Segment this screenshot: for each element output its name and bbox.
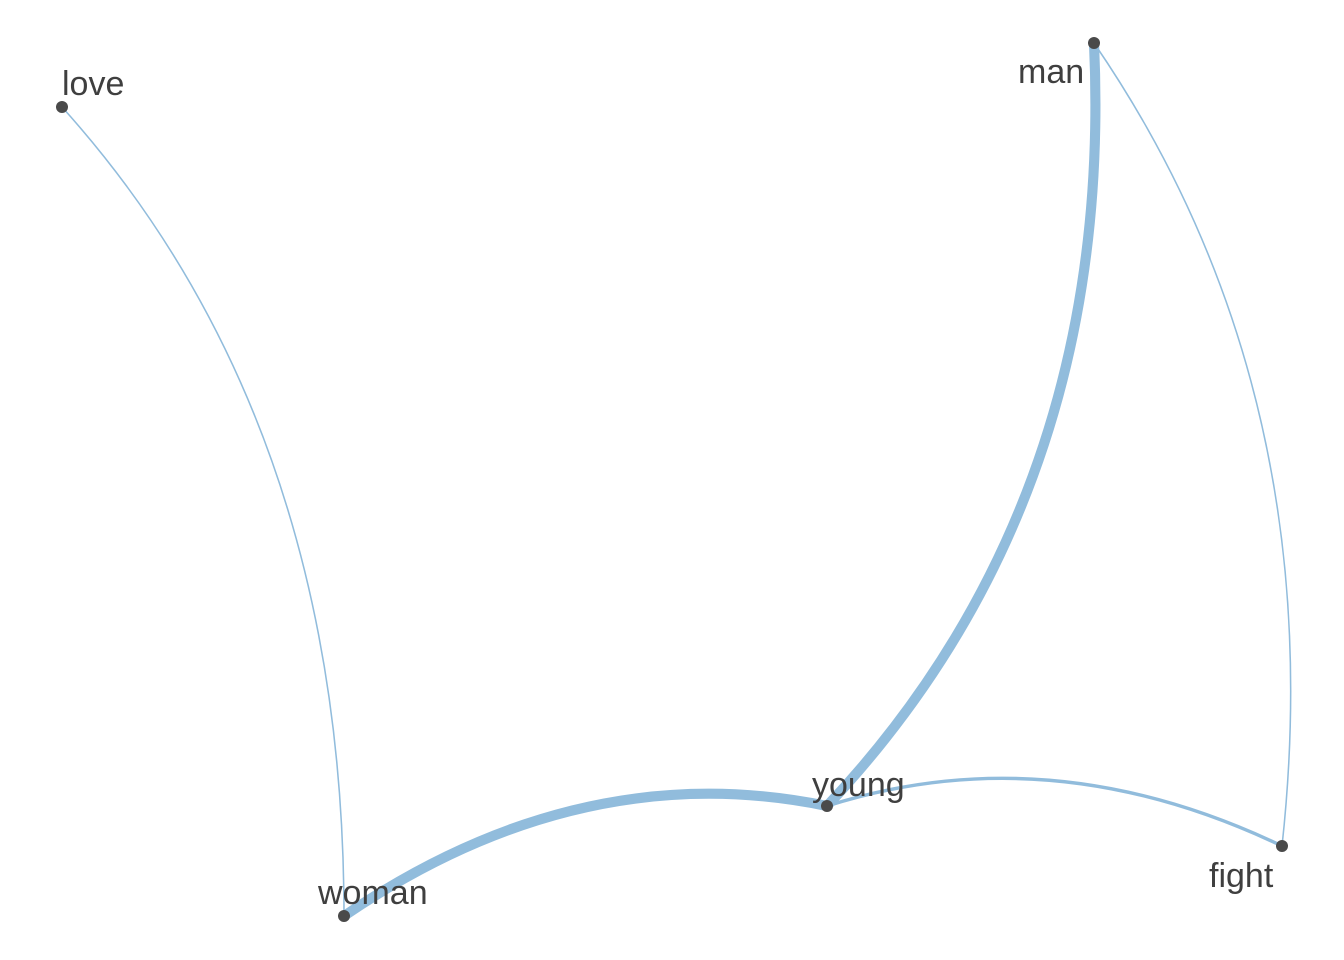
node-fight: [1276, 840, 1288, 852]
node-young: [821, 800, 833, 812]
edges-layer: [61, 37, 1292, 922]
node-label-man: man: [1018, 53, 1084, 91]
node-label-love: love: [62, 65, 124, 103]
labels-layer: love man young woman fight: [62, 53, 1274, 912]
edge-woman-young: [338, 788, 833, 922]
node-man: [1088, 37, 1100, 49]
node-label-fight: fight: [1209, 857, 1274, 895]
nodes-layer: [56, 37, 1288, 922]
edge-man-fight: [1093, 42, 1292, 847]
edge-man-young: [821, 37, 1101, 812]
node-woman: [338, 910, 350, 922]
node-label-woman: woman: [317, 874, 428, 912]
node-love: [56, 101, 68, 113]
node-label-young: young: [812, 766, 905, 804]
edge-love-woman: [61, 106, 345, 917]
edge-young-fight: [825, 776, 1284, 848]
